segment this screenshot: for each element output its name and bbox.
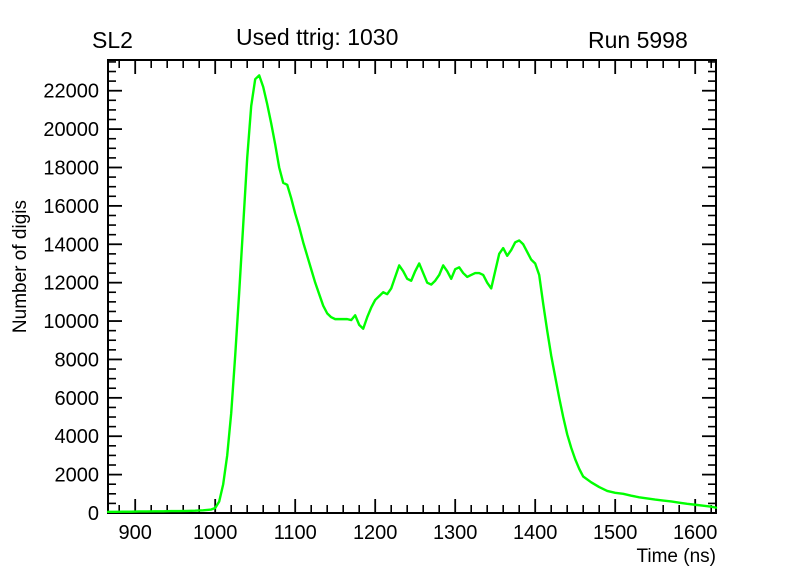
y-axis-title: Number of digis (10, 200, 31, 333)
y-axis-ticks (108, 61, 716, 514)
y-tick-label: 22000 (43, 81, 99, 103)
x-tick-label: 1300 (433, 522, 478, 544)
x-axis-title: Time (ns) (636, 546, 716, 567)
y-tick-label: 8000 (55, 349, 100, 371)
y-tick-label: 12000 (43, 273, 99, 295)
y-tick-label: 2000 (55, 465, 100, 487)
x-tick-label: 1500 (593, 522, 638, 544)
run-label: Run 5998 (588, 27, 688, 53)
y-axis-tick-labels: 0 2000 4000 6000 8000 10000 12000 14000 16000 180… (43, 81, 99, 525)
x-tick-label: 1400 (513, 522, 558, 544)
plot-title: Used ttrig: 1030 (236, 24, 399, 50)
superlayer-label: SL2 (92, 27, 133, 53)
y-tick-label: 6000 (55, 388, 100, 410)
x-tick-label: 1200 (353, 522, 398, 544)
x-tick-label: 900 (119, 522, 152, 544)
x-tick-label: 1600 (673, 522, 718, 544)
y-tick-label: 14000 (43, 234, 99, 256)
y-tick-label: 0 (88, 503, 99, 525)
y-tick-label: 10000 (43, 311, 99, 333)
y-tick-label: 4000 (55, 426, 100, 448)
plot-frame (107, 59, 717, 514)
x-tick-label: 1100 (274, 522, 317, 544)
digis-curve (106, 74, 718, 514)
y-tick-label: 18000 (43, 157, 99, 179)
y-tick-label: 20000 (43, 119, 99, 141)
y-tick-label: 16000 (43, 196, 99, 218)
x-axis-ticks (118, 60, 713, 513)
x-tick-label: 1000 (193, 522, 238, 544)
x-axis-tick-labels: 900 1000 1100 1200 1300 1400 1500 1600 (119, 522, 718, 544)
